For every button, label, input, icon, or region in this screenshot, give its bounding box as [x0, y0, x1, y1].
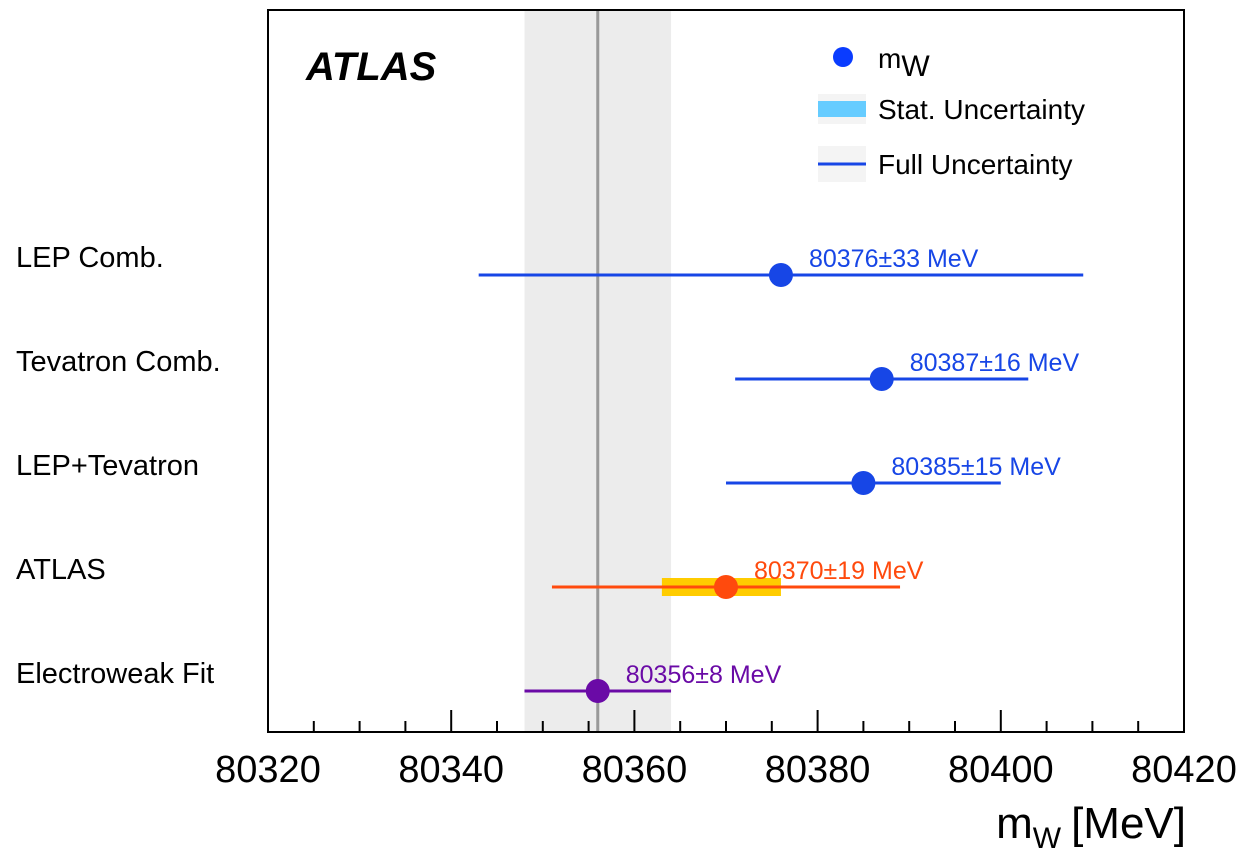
x-tick-label: 80420 — [1131, 749, 1237, 791]
measurement-marker — [768, 263, 793, 287]
measurement-row: LEP+Tevatron 80385±15 MeV — [16, 450, 1061, 495]
legend-marker-label: mW — [878, 43, 930, 83]
legend-stat-swatch-icon — [818, 101, 866, 117]
measurement-row: ATLAS 80370±19 MeV — [16, 554, 924, 599]
atlas-label: ATLAS — [305, 45, 437, 89]
measurement-rows: LEP Comb. 80376±33 MeV Tevatron Comb. 80387… — [16, 242, 1084, 703]
x-tick-label: 80360 — [582, 749, 688, 791]
x-axis-title: mW [MeV] — [996, 799, 1186, 850]
measurement-marker — [714, 575, 738, 599]
x-tick-label: 80400 — [948, 749, 1054, 791]
row-label: ATLAS — [16, 554, 106, 586]
row-label: Tevatron Comb. — [16, 346, 221, 378]
value-label: 80376±33 MeV — [809, 245, 979, 273]
value-label: 80370±19 MeV — [754, 557, 924, 585]
measurement-row: LEP Comb. 80376±33 MeV — [16, 242, 1084, 287]
row-label: LEP Comb. — [16, 242, 164, 274]
x-axis: 80320 80340 80360 80380 80400 80420 — [215, 710, 1237, 791]
value-label: 80385±15 MeV — [891, 453, 1061, 481]
measurement-row: Electroweak Fit 80356±8 MeV — [16, 658, 782, 703]
value-label: 80356±8 MeV — [626, 661, 782, 689]
row-label: LEP+Tevatron — [16, 450, 199, 482]
x-tick-label: 80340 — [398, 749, 504, 791]
value-label: 80387±16 MeV — [910, 349, 1080, 377]
x-tick-label: 80380 — [765, 749, 871, 791]
x-tick-label: 80320 — [215, 749, 321, 791]
legend-marker-icon — [833, 47, 853, 67]
measurement-marker — [869, 367, 894, 391]
measurement-row: Tevatron Comb. 80387±16 MeV — [16, 346, 1079, 391]
measurement-marker — [851, 471, 876, 495]
legend-stat-label: Stat. Uncertainty — [878, 94, 1085, 125]
legend-full-label: Full Uncertainty — [878, 149, 1073, 180]
row-label: Electroweak Fit — [16, 658, 214, 690]
measurement-marker — [585, 679, 610, 703]
legend: mW Stat. Uncertainty Full Uncertainty — [818, 43, 1085, 182]
